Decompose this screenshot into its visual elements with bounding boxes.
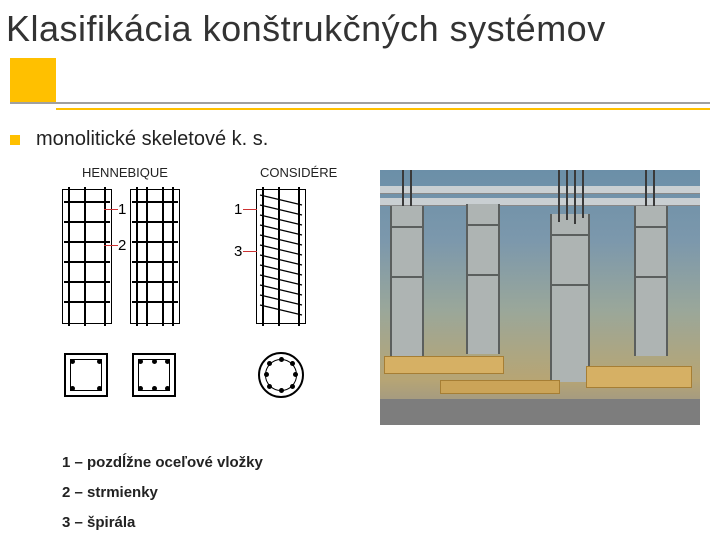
- diagram-label-hennebique: HENNEBIQUE: [82, 165, 168, 180]
- legend-item-1: 1 – pozdĺžne oceľové vložky: [62, 448, 263, 478]
- divider-accent: [56, 108, 710, 110]
- callout-line: [104, 209, 118, 210]
- callout-line: [104, 245, 118, 246]
- label-2: 2: [118, 237, 126, 254]
- xsection-square-b: [132, 353, 176, 397]
- label-3: 3: [234, 243, 242, 260]
- legend-item-2: 2 – strmienky: [62, 478, 263, 508]
- bullet-marker: [10, 135, 20, 145]
- legend-item-3: 3 – špirála: [62, 508, 263, 538]
- label-1-right: 1: [234, 201, 242, 218]
- hennebique-column-b: [130, 189, 180, 324]
- callout-line: [243, 209, 257, 210]
- label-1-left: 1: [118, 201, 126, 218]
- bullet-item: monolitické skeletové k. s.: [10, 128, 268, 151]
- xsection-square-a: [64, 353, 108, 397]
- diagram-label-considere: CONSIDÉRE: [260, 165, 337, 180]
- xsection-circle: [258, 352, 304, 398]
- divider-gray: [10, 102, 710, 104]
- accent-square: [10, 58, 56, 104]
- considere-column: [256, 189, 306, 324]
- bullet-text: monolitické skeletové k. s.: [36, 128, 268, 151]
- legend: 1 – pozdĺžne oceľové vložky 2 – strmienk…: [62, 448, 263, 538]
- diagram-area: HENNEBIQUE CONSIDÉRE 1: [62, 165, 372, 425]
- construction-photo: [380, 170, 700, 425]
- callout-line: [243, 251, 257, 252]
- slide-title: Klasifikácia konštrukčných systémov: [0, 0, 720, 54]
